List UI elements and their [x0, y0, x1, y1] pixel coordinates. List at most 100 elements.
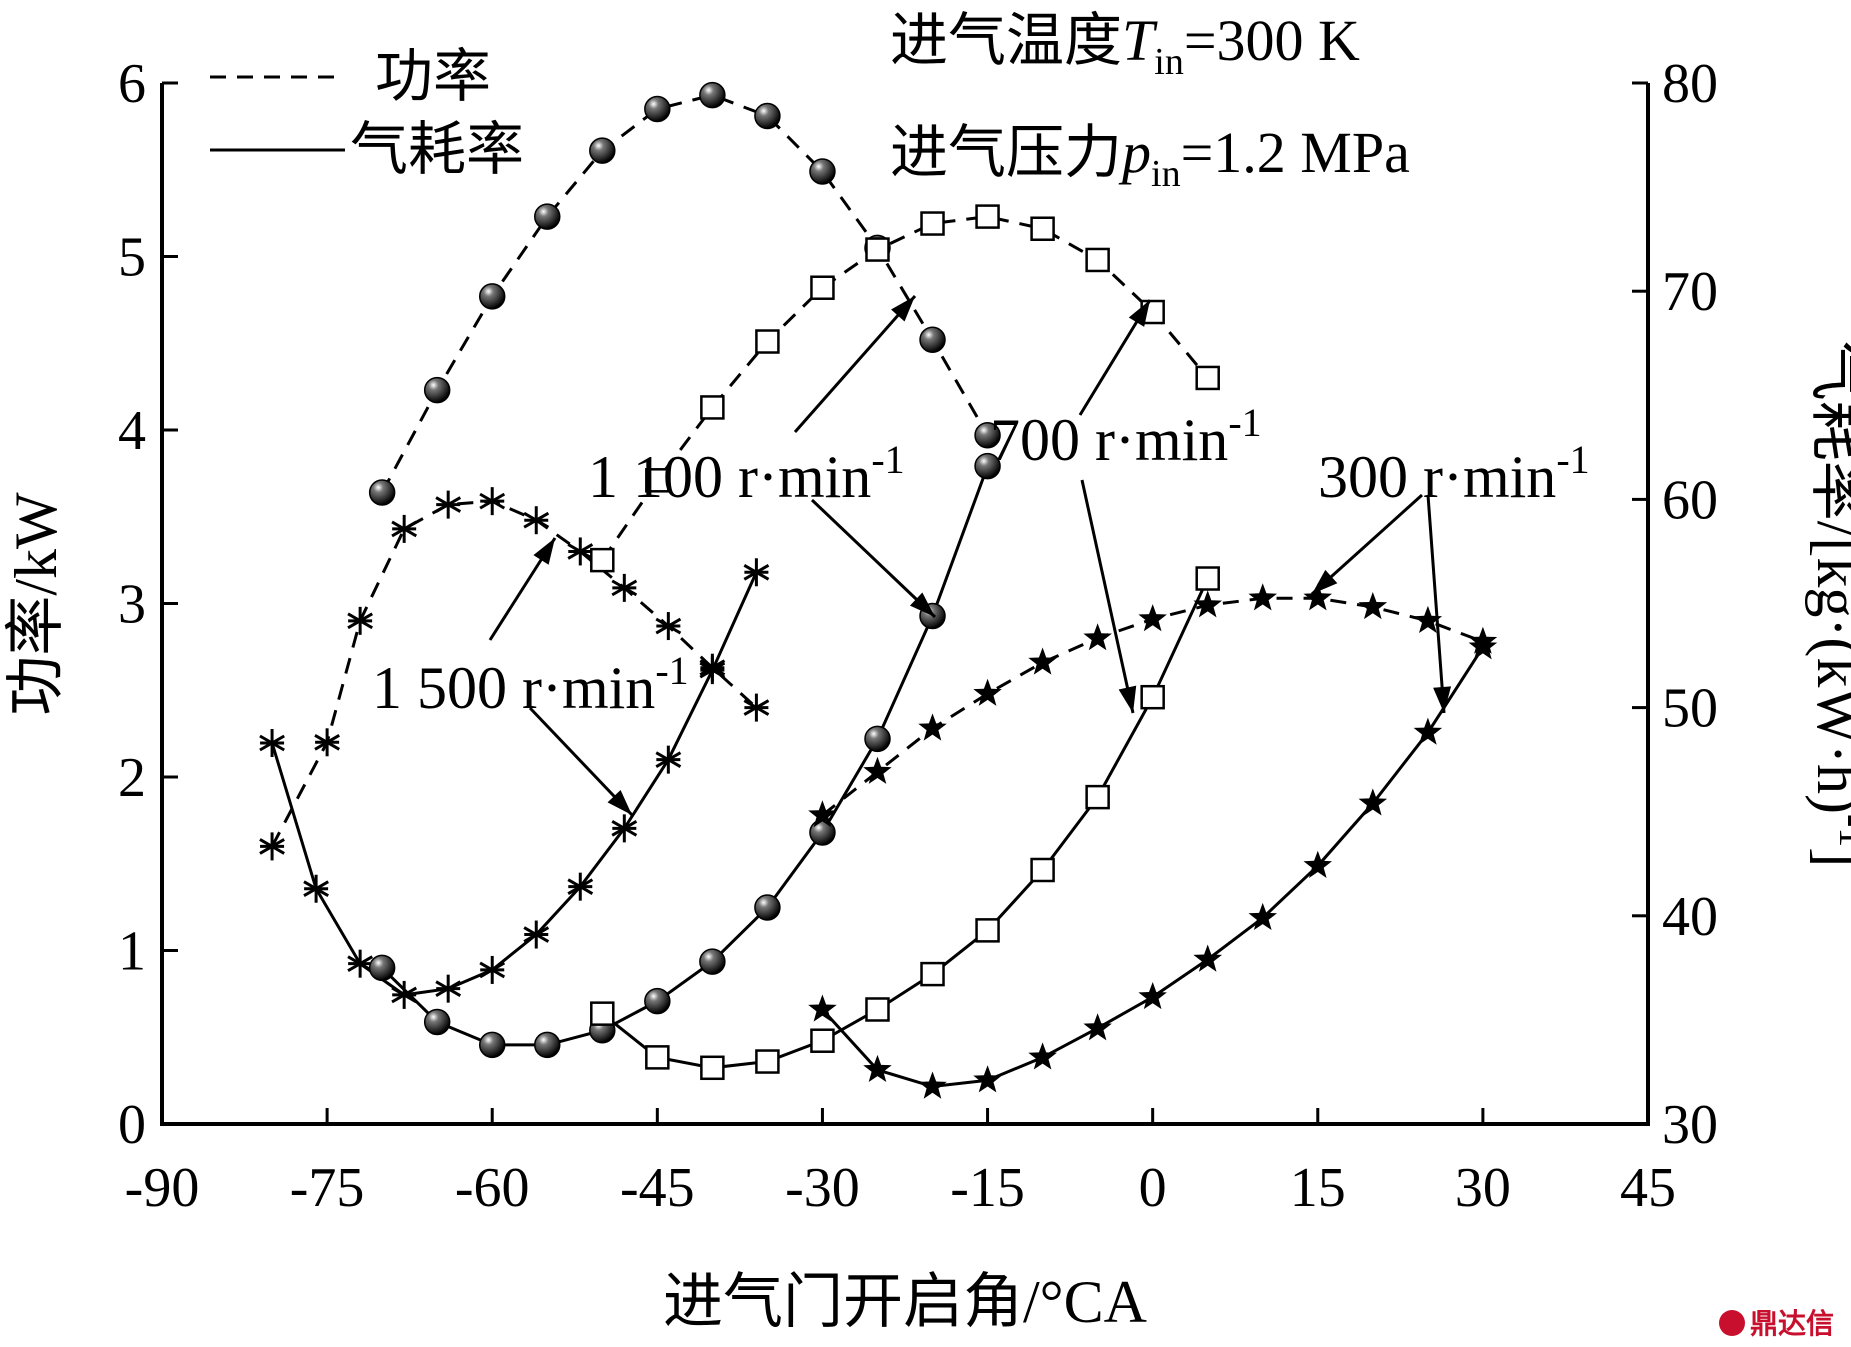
star-marker [1358, 788, 1388, 816]
x-tick-label: 45 [1620, 1157, 1676, 1219]
x-tick-label: -90 [125, 1157, 200, 1219]
star-marker [1468, 632, 1498, 660]
star-marker [973, 678, 1002, 706]
operating-conditions: 进气温度Tin=300 K 进气压力pin=1.2 MPa [890, 8, 1410, 195]
square-marker [975, 918, 1000, 943]
star-marker [1138, 604, 1167, 632]
arrow-head [1312, 569, 1338, 594]
star-marker [1413, 605, 1443, 633]
series-line [270, 571, 758, 997]
star-marker [1138, 982, 1167, 1010]
asterisk-marker [314, 728, 340, 757]
annotation-arrow [1310, 493, 1424, 596]
annotation-arrow [528, 706, 634, 817]
arrow-shaft [810, 498, 937, 619]
asterisk-marker [391, 980, 418, 1009]
watermark-text: 鼎达信 [1750, 1307, 1834, 1340]
arrow-head [533, 538, 555, 565]
asterisk-marker [567, 537, 594, 566]
y-right-tick-label: 80 [1662, 53, 1718, 115]
ball-marker [589, 137, 616, 164]
star-marker [863, 756, 892, 784]
asterisk-marker [523, 920, 550, 949]
arrow-shaft [1080, 479, 1135, 714]
x-tick-label: 30 [1455, 1157, 1511, 1219]
square-marker [755, 1049, 780, 1074]
square-marker [1030, 857, 1055, 883]
annotation-arrow [1078, 299, 1152, 416]
star-marker [1028, 1042, 1057, 1070]
asterisk-marker [347, 606, 374, 635]
star-marker [1358, 592, 1388, 620]
asterisk-marker [743, 693, 770, 722]
series-ball-power [368, 81, 1001, 506]
y-left-tick-label: 4 [118, 400, 146, 462]
annotation-arrow [793, 295, 917, 433]
ball-marker [699, 81, 726, 109]
asterisk-marker [743, 558, 770, 587]
star-marker [863, 1054, 892, 1082]
series-ball-consumption [368, 452, 1001, 1059]
annotation-arrow [810, 498, 937, 619]
arrow-head [1128, 300, 1150, 327]
series-asterisk-consumption [259, 558, 770, 1009]
ball-marker [478, 1031, 506, 1059]
square-marker [645, 1045, 670, 1070]
square-marker [1085, 247, 1110, 273]
series-asterisk-power [259, 487, 770, 861]
arrow-head [607, 789, 632, 815]
y-right-tick-label: 60 [1662, 469, 1718, 531]
asterisk-marker [699, 656, 726, 685]
arrow-shaft [1426, 494, 1446, 714]
square-marker [755, 329, 780, 354]
intake-pressure-label: 进气压力pin=1.2 MPa [890, 120, 1410, 195]
square-marker [700, 1055, 725, 1081]
ball-marker [699, 948, 726, 975]
square-marker [1085, 784, 1110, 810]
asterisk-marker [611, 814, 638, 843]
asterisk-marker [523, 506, 550, 535]
star-marker [1248, 902, 1277, 930]
ball-marker [809, 158, 836, 185]
asterisk-marker [479, 955, 506, 984]
y-right-tick-label: 30 [1662, 1094, 1718, 1156]
ball-marker [478, 283, 506, 310]
speed-label-1100: 1 100 r·min-1 [588, 437, 905, 510]
arrow-head [909, 592, 935, 617]
intake-temperature-label: 进气温度Tin=300 K [890, 8, 1360, 83]
series-line [270, 499, 758, 848]
ball-marker [974, 421, 1001, 449]
square-marker [920, 211, 945, 236]
square-marker [1140, 684, 1165, 710]
watermark-logo-icon [1719, 1310, 1745, 1336]
star-marker [808, 800, 837, 828]
asterisk-marker [655, 612, 682, 641]
asterisk-marker [611, 573, 638, 602]
ball-marker [368, 479, 396, 506]
legend-power-label: 功率 [375, 44, 491, 109]
asterisk-marker [347, 949, 374, 978]
y-right-tick-label: 50 [1662, 678, 1718, 740]
x-axis-title: 进气门开启角/°CA [663, 1269, 1147, 1335]
series-filled-star-consumption [808, 632, 1498, 1099]
square-marker [865, 997, 890, 1022]
ball-marker [368, 954, 396, 982]
square-marker [1195, 566, 1220, 591]
legend-consumption-label: 气耗率 [350, 117, 524, 182]
square-marker [645, 468, 670, 493]
asterisk-marker [303, 874, 329, 903]
ball-marker [534, 203, 561, 230]
x-tick-label: -60 [455, 1157, 530, 1219]
arrow-head [891, 296, 915, 322]
series-open-square-consumption [590, 566, 1220, 1081]
star-marker [973, 1065, 1002, 1093]
asterisk-marker [567, 872, 594, 901]
asterisk-marker [655, 745, 682, 774]
series-filled-star-power [808, 583, 1498, 828]
ball-marker [754, 894, 781, 921]
square-marker [810, 275, 835, 300]
series-layer [259, 81, 1498, 1099]
star-marker [1083, 623, 1112, 651]
y-left-tick-label: 6 [118, 53, 146, 115]
